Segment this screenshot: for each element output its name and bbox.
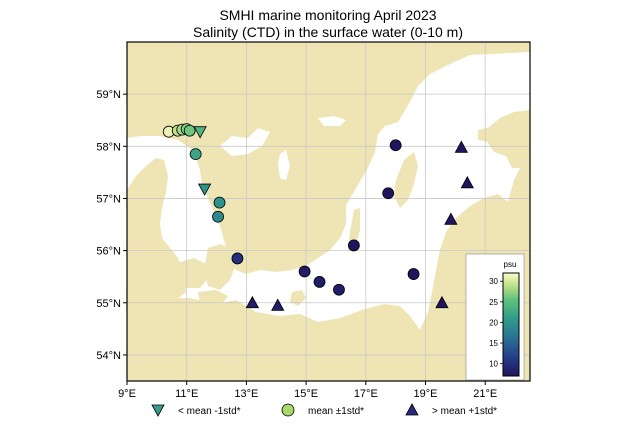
station-marker-high xyxy=(245,295,260,309)
station-marker-mean xyxy=(313,276,326,288)
colorbar-ticks: 10 15 20 25 30 xyxy=(489,277,503,369)
y-tick-label: 54°N xyxy=(96,350,121,362)
x-axis-ticks: 9°E 11°E 13°E 15°E 17°E 19°E 21°E xyxy=(118,381,497,400)
x-tick-label: 21°E xyxy=(473,388,497,400)
station-marker-high xyxy=(435,295,449,309)
land-scandinavia xyxy=(127,42,530,274)
station-marker-mean xyxy=(183,124,196,137)
colorbar: psu 10 15 20 25 30 xyxy=(465,253,525,381)
land-southern-coast xyxy=(127,164,530,381)
land-bornholm xyxy=(290,290,306,306)
land-gotland xyxy=(394,152,418,208)
x-tick-label: 19°E xyxy=(414,388,438,400)
land-baltic-states xyxy=(486,110,530,168)
colorbar-gradient xyxy=(502,272,520,377)
y-tick-label: 56°N xyxy=(96,246,121,258)
y-tick-label: 57°N xyxy=(96,193,121,205)
graticule xyxy=(127,42,530,381)
station-marker-mean xyxy=(213,196,226,209)
land-masses xyxy=(127,42,530,381)
x-tick-label: 13°E xyxy=(234,388,258,400)
station-marker-mean xyxy=(298,265,311,278)
lake-vattern xyxy=(278,150,290,180)
map-area xyxy=(127,42,530,381)
legend-label: < mean -1std* xyxy=(178,406,241,417)
lakes xyxy=(220,116,346,180)
map-frame xyxy=(126,41,531,382)
station-marker-mean xyxy=(212,210,224,223)
lake-vanern xyxy=(220,128,270,156)
y-axis-ticks: 54°N 55°N 56°N 57°N 58°N 59°N xyxy=(96,89,127,362)
station-marker-mean xyxy=(382,187,395,200)
legend-marker-triangle-down xyxy=(151,404,165,417)
station-marker-mean xyxy=(333,283,345,296)
legend-label: > mean +1std* xyxy=(432,406,497,417)
y-tick-label: 55°N xyxy=(96,298,121,310)
y-tick-label: 58°N xyxy=(96,141,121,153)
station-marker-mean xyxy=(407,268,420,280)
station-marker-high xyxy=(444,212,458,225)
land-saaremaa xyxy=(478,126,500,142)
station-marker-low xyxy=(197,183,212,196)
colorbar-label: psu xyxy=(504,260,517,269)
station-marker-high xyxy=(454,140,469,153)
land-lolland xyxy=(198,290,228,304)
x-tick-label: 11°E xyxy=(175,388,198,400)
station-marker-mean xyxy=(189,148,202,161)
station-marker-mean xyxy=(389,139,402,152)
map-subtitle: Salinity (CTD) in the surface water (0-1… xyxy=(193,24,463,40)
station-marker-mean xyxy=(231,252,244,265)
y-tick-label: 59°N xyxy=(96,89,121,101)
station-marker-high xyxy=(271,298,285,311)
legend-marker-triangle-up xyxy=(405,403,419,416)
legend: < mean -1std* mean ±1std* > mean +1std* xyxy=(151,403,497,417)
legend-marker-circle xyxy=(281,403,295,417)
x-tick-label: 15°E xyxy=(294,388,318,400)
legend-label: mean ±1std* xyxy=(308,406,364,417)
lake-malaren xyxy=(318,116,346,126)
colorbar-tick-label: 10 xyxy=(489,360,498,369)
station-marker-mean xyxy=(347,239,360,252)
x-tick-label: 9°E xyxy=(118,388,136,400)
stations xyxy=(162,123,474,311)
map-title: SMHI marine monitoring April 2023 xyxy=(219,7,436,23)
station-marker-high xyxy=(460,175,474,189)
land-jutland xyxy=(127,158,186,300)
station-marker-low xyxy=(193,126,207,139)
colorbar-tick-label: 20 xyxy=(489,318,498,327)
land-zealand xyxy=(204,244,236,290)
colorbar-tick-label: 30 xyxy=(489,277,498,286)
x-tick-label: 17°E xyxy=(354,388,378,400)
colorbar-tick-label: 25 xyxy=(489,298,498,307)
colorbar-tick-label: 15 xyxy=(489,339,498,348)
